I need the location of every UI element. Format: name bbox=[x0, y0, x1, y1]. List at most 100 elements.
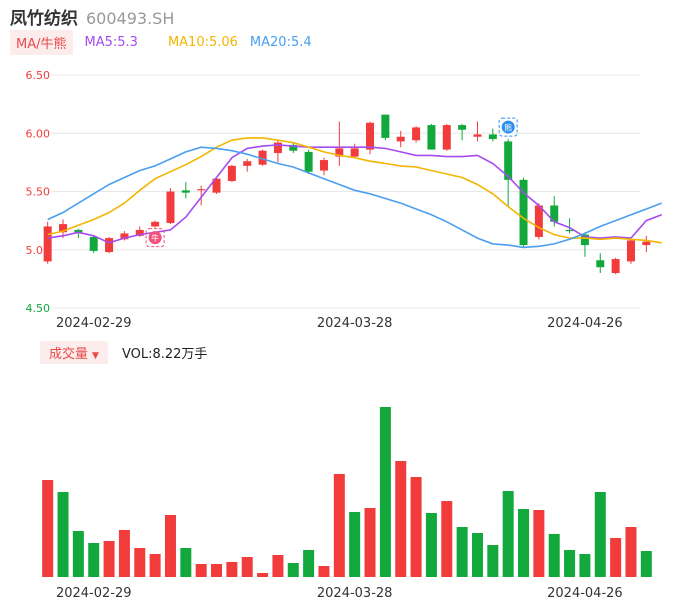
ma5-line bbox=[47, 144, 662, 244]
volume-bar bbox=[564, 550, 576, 577]
volume-bar bbox=[257, 573, 269, 577]
volume-bar bbox=[548, 534, 560, 577]
volume-chart[interactable]: 2024-02-29 2024-03-28 2024-04-26 bbox=[0, 365, 686, 606]
ma10-line bbox=[47, 137, 662, 244]
x-tick-label: 2024-02-29 bbox=[56, 316, 132, 331]
volume-bar bbox=[502, 491, 514, 577]
volume-bar bbox=[349, 512, 361, 577]
bear-badge-frame bbox=[498, 117, 518, 137]
volume-button-label: 成交量 bbox=[49, 346, 89, 362]
volume-bar bbox=[379, 407, 391, 577]
volume-value: VOL:8.22万手 bbox=[121, 346, 208, 362]
volume-bar bbox=[318, 566, 330, 577]
ma20-line bbox=[47, 146, 662, 249]
candle-body bbox=[642, 241, 651, 246]
volume-bar bbox=[180, 548, 192, 577]
candle-body bbox=[442, 125, 451, 150]
candle-body bbox=[227, 165, 236, 182]
candle-body bbox=[488, 134, 497, 140]
volume-bar bbox=[533, 510, 545, 577]
ma5-legend: MA5:5.3 bbox=[84, 34, 138, 50]
bear-badge-icon bbox=[501, 120, 515, 134]
volume-bar bbox=[441, 501, 453, 577]
candle-body bbox=[458, 125, 467, 130]
ma20-legend: MA20:5.4 bbox=[249, 34, 312, 50]
ma-legend: MA/牛熊 MA5:5.3 MA10:5.06 MA20:5.4 bbox=[10, 29, 312, 55]
candle-body bbox=[580, 234, 589, 246]
candle-body bbox=[626, 240, 635, 262]
volume-bar bbox=[594, 492, 606, 577]
volume-bar bbox=[303, 550, 315, 577]
candle-body bbox=[473, 134, 482, 137]
candle-body bbox=[350, 148, 359, 157]
ma-toggle-button[interactable]: MA/牛熊 bbox=[10, 29, 73, 55]
candle-body bbox=[135, 229, 144, 236]
volume-bar bbox=[456, 527, 468, 577]
candle-body bbox=[519, 179, 528, 246]
volume-bar bbox=[410, 477, 422, 577]
y-tick-label: 4.50 bbox=[26, 302, 51, 315]
candle-body bbox=[289, 144, 298, 151]
stock-header: 凤竹纺织 600493.SH bbox=[10, 4, 175, 29]
volume-bar bbox=[88, 543, 100, 577]
candle-body bbox=[243, 161, 252, 166]
volume-bar bbox=[364, 508, 376, 577]
candle-body bbox=[212, 178, 221, 193]
volume-bar bbox=[42, 480, 54, 577]
x-tick-label: 2024-02-29 bbox=[56, 586, 132, 601]
volume-bar bbox=[425, 513, 437, 577]
x-tick-label: 2024-03-28 bbox=[317, 316, 393, 331]
volume-bar bbox=[518, 509, 530, 577]
x-tick-label: 2024-04-26 bbox=[547, 586, 623, 601]
candle-body bbox=[381, 114, 390, 138]
y-tick-label: 6.00 bbox=[26, 127, 51, 140]
candle-body bbox=[396, 136, 405, 142]
bull-badge-label: 牛 bbox=[151, 233, 159, 243]
candle-body bbox=[166, 191, 175, 223]
bull-badge-frame bbox=[145, 228, 165, 248]
volume-bar bbox=[640, 551, 652, 577]
x-tick-label: 2024-03-28 bbox=[317, 586, 393, 601]
candle-body bbox=[534, 205, 543, 237]
volume-bar bbox=[72, 531, 84, 577]
stock-code: 600493.SH bbox=[86, 9, 175, 28]
volume-indicator-button[interactable]: 成交量 ▼ bbox=[40, 340, 108, 364]
y-tick-label: 5.50 bbox=[26, 186, 51, 199]
candle-body bbox=[611, 259, 620, 274]
candle-body bbox=[197, 189, 206, 191]
volume-bar bbox=[134, 548, 146, 577]
candle-body bbox=[366, 122, 375, 150]
volume-bar bbox=[579, 554, 591, 577]
volume-bar bbox=[610, 538, 622, 577]
volume-bar bbox=[287, 563, 299, 577]
candle-body bbox=[304, 151, 313, 172]
candle-body bbox=[120, 233, 129, 240]
candle-body bbox=[427, 125, 436, 150]
bear-badge-label: 熊 bbox=[504, 123, 512, 133]
candle-body bbox=[504, 141, 513, 180]
candle-body bbox=[43, 226, 52, 262]
volume-bar bbox=[625, 527, 637, 577]
volume-bar bbox=[395, 461, 407, 577]
volume-bar bbox=[487, 545, 499, 577]
candle-body bbox=[412, 127, 421, 141]
y-tick-label: 6.50 bbox=[26, 69, 51, 82]
volume-bar bbox=[333, 474, 345, 577]
volume-legend: 成交量 ▼ VOL:8.22万手 bbox=[40, 340, 208, 364]
candle-body bbox=[273, 142, 282, 154]
x-tick-label: 2024-04-26 bbox=[547, 316, 623, 331]
volume-bar bbox=[471, 533, 483, 577]
stock-name: 凤竹纺织 bbox=[10, 9, 78, 29]
volume-bar bbox=[103, 541, 115, 577]
ma10-legend: MA10:5.06 bbox=[167, 34, 238, 50]
caret-down-icon: ▼ bbox=[92, 350, 99, 361]
candle-body bbox=[105, 238, 114, 253]
candle-body bbox=[258, 150, 267, 165]
volume-bar bbox=[118, 530, 130, 577]
volume-bar bbox=[195, 564, 207, 577]
volume-bar bbox=[226, 562, 238, 577]
volume-bar bbox=[272, 555, 284, 577]
volume-bar bbox=[211, 564, 223, 577]
candle-body bbox=[550, 205, 559, 222]
